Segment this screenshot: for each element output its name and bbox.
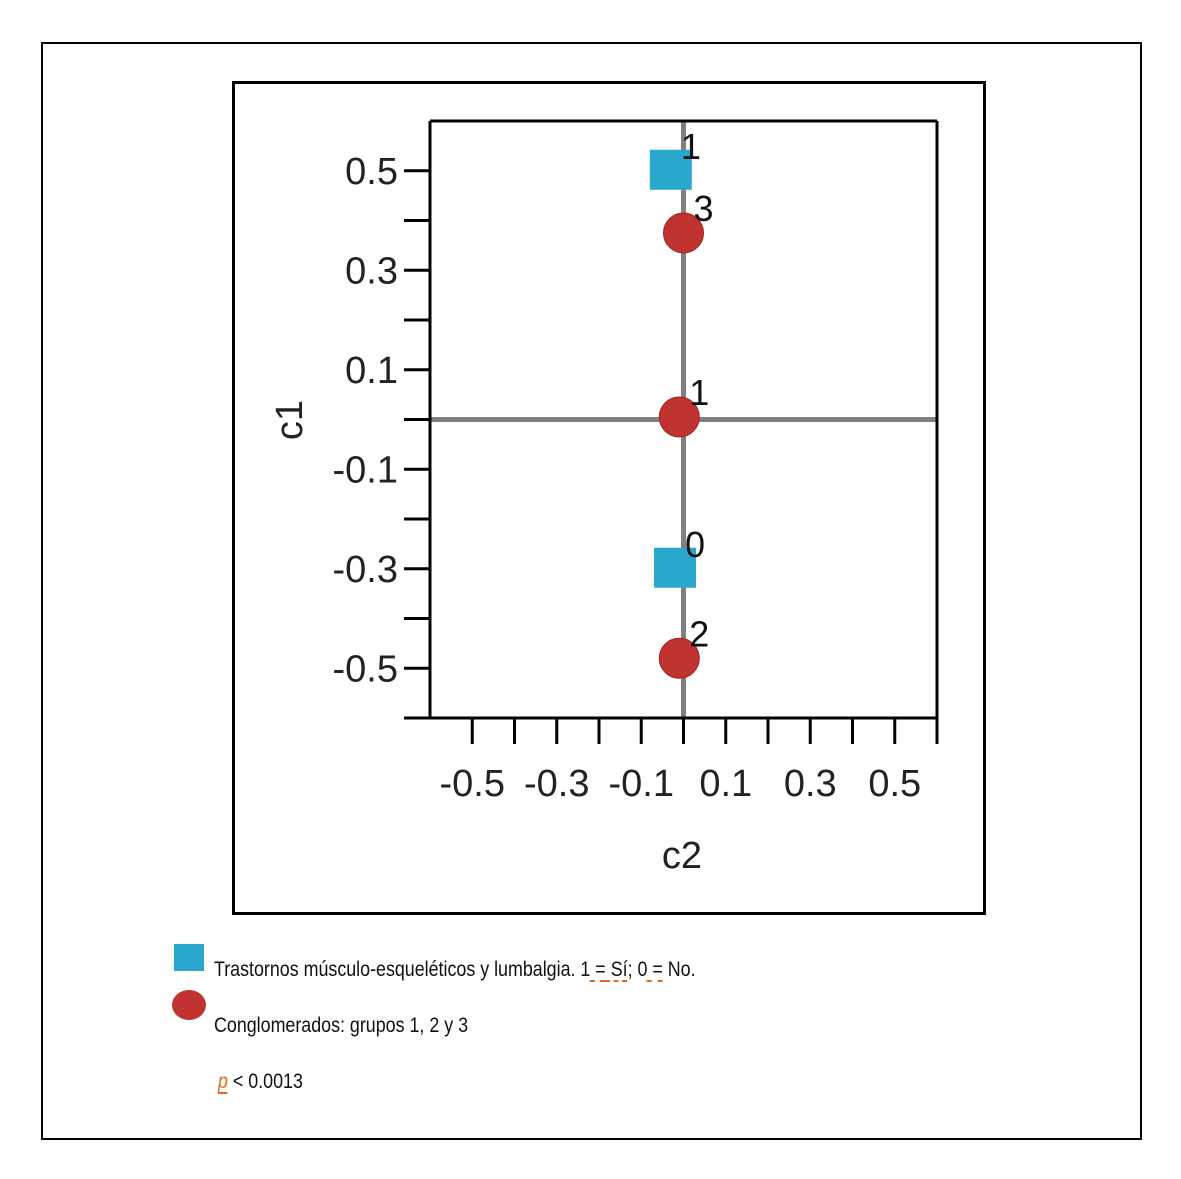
- ticks: 0.5 0.3 0.1 -0.1 -0.3 -0.5 -0.5 -0.3 -0.1 0.1 0.3 0…: [333, 151, 939, 805]
- circle-marker: [658, 396, 700, 438]
- legend-square-text: Trastornos músculo-esqueléticos y lumbal…: [214, 958, 591, 981]
- legend-eq-2: =: [647, 958, 663, 981]
- legend-eq-1: =: [590, 958, 606, 981]
- legend-square-marker: [174, 944, 204, 971]
- circle-marker: [658, 637, 700, 679]
- figure-frame: [41, 42, 1142, 1140]
- x-tick-label: 0.5: [868, 763, 921, 805]
- chart-frame: [232, 81, 986, 915]
- y-axis-title: c1: [269, 400, 311, 440]
- p-value-note: p < 0.0013: [218, 1070, 303, 1094]
- y-tick-label: -0.5: [333, 648, 398, 690]
- x-tick-label: 0.1: [699, 763, 752, 805]
- legend-no: No.: [662, 958, 696, 981]
- p-symbol: p: [218, 1070, 228, 1093]
- legend-si: Sí: [605, 958, 628, 981]
- point-label: 2: [689, 613, 709, 654]
- x-axis-title: c2: [662, 835, 702, 877]
- point-label: 0: [685, 524, 705, 565]
- square-marker: [654, 547, 697, 588]
- legend-circle-marker: [172, 990, 206, 1020]
- point-label: 1: [681, 126, 701, 167]
- legend-mid: ; 0: [627, 958, 648, 981]
- y-tick-label: -0.3: [333, 549, 398, 591]
- point-label: 3: [694, 188, 714, 229]
- x-tick-label: 0.3: [784, 763, 837, 805]
- x-tick-label: -0.1: [609, 763, 674, 805]
- legend-circle-label: Conglomerados: grupos 1, 2 y 3: [214, 1014, 469, 1037]
- x-tick-label: -0.3: [524, 763, 589, 805]
- p-value: < 0.0013: [227, 1070, 303, 1093]
- square-marker: [649, 149, 692, 190]
- circle-marker: [663, 212, 704, 254]
- y-tick-label: -0.1: [333, 449, 398, 491]
- y-tick-label: 0.1: [345, 350, 398, 392]
- data-points: 1 0 3 1 2: [649, 126, 714, 679]
- legend-square-label: Trastornos músculo-esqueléticos y lumbal…: [214, 958, 696, 982]
- y-tick-label: 0.3: [345, 250, 398, 292]
- x-tick-label: -0.5: [440, 763, 505, 805]
- point-label: 1: [689, 372, 709, 413]
- y-tick-label: 0.5: [345, 151, 398, 193]
